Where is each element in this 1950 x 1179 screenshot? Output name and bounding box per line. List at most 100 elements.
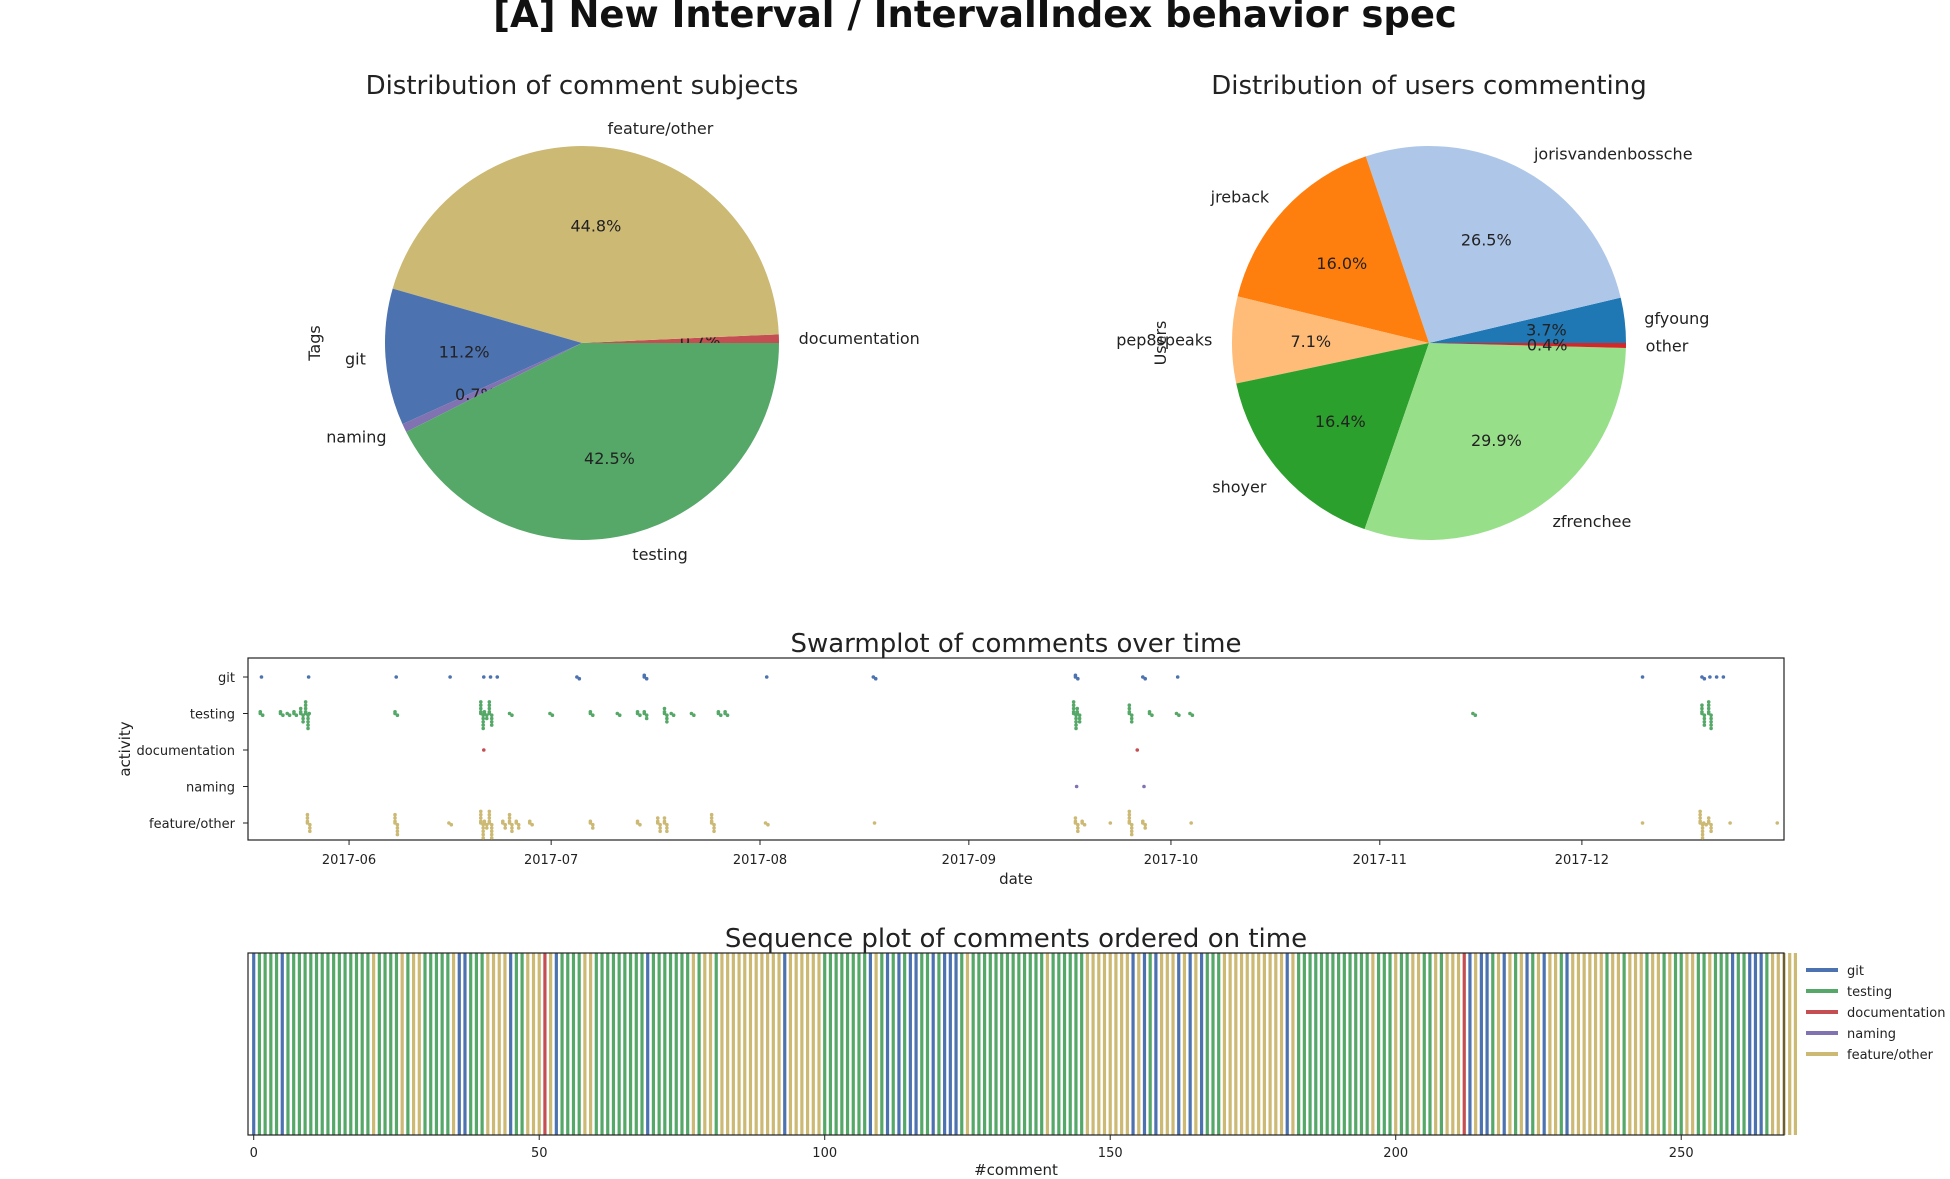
swarm-point-feature-other bbox=[530, 822, 534, 827]
swarm-point-git bbox=[644, 676, 649, 681]
swarm-point-feature-other bbox=[481, 832, 485, 837]
swarm-point-git bbox=[394, 675, 399, 679]
swarm-xtick-2017-09: 2017-09 bbox=[942, 853, 996, 868]
swarm-point-feature-other bbox=[305, 816, 310, 820]
swarm-point-feature-other bbox=[481, 836, 485, 840]
swarm-point-feature-other bbox=[1775, 821, 1780, 825]
swarm-point-testing bbox=[1129, 716, 1134, 721]
swarm-point-git bbox=[481, 675, 486, 679]
pie-slice-documentation bbox=[582, 334, 779, 343]
swarm-point-testing bbox=[665, 716, 669, 721]
swarm-point-feature-other bbox=[489, 832, 494, 837]
swarm-point-testing bbox=[478, 706, 483, 711]
swarm-xtick-2017-08: 2017-08 bbox=[733, 853, 787, 868]
seq-xtick-50: 50 bbox=[531, 1146, 548, 1161]
swarm-point-naming bbox=[1074, 784, 1079, 789]
swarm-point-feature-other bbox=[1108, 821, 1113, 825]
swarm-point-feature-other bbox=[503, 826, 508, 830]
swarm-point-testing bbox=[1709, 713, 1713, 717]
seq-xtick-100: 100 bbox=[812, 1146, 837, 1161]
pie-pct-other: 0.4% bbox=[1527, 335, 1568, 354]
swarm-point-feature-other bbox=[712, 829, 716, 834]
swarm-xtick-2017-10: 2017-10 bbox=[1144, 853, 1198, 868]
swarm-xtick-2017-06: 2017-06 bbox=[322, 853, 376, 868]
swarm-point-testing bbox=[671, 713, 676, 717]
swarm-point-git bbox=[1143, 676, 1147, 681]
swarm-point-feature-other bbox=[766, 822, 770, 827]
swarm-point-feature-other bbox=[516, 822, 521, 827]
swarm-point-feature-other bbox=[1073, 816, 1078, 820]
swarm-point-feature-other bbox=[872, 821, 877, 825]
swarm-point-feature-other bbox=[665, 822, 669, 827]
swarm-point-feature-other bbox=[1698, 809, 1702, 814]
swarm-point-feature-other bbox=[484, 822, 489, 827]
swarm-point-testing bbox=[662, 706, 667, 711]
swarm-point-feature-other bbox=[1700, 836, 1705, 840]
swarm-point-testing bbox=[481, 723, 485, 727]
swarm-point-feature-other bbox=[478, 816, 483, 820]
swarm-point-feature-other bbox=[484, 826, 489, 830]
swarm-point-testing bbox=[1147, 710, 1152, 714]
swarm-point-testing bbox=[1709, 726, 1713, 731]
swarm-point-testing bbox=[1071, 710, 1076, 714]
swarm-point-testing bbox=[1129, 720, 1134, 724]
pie-ylabel: Tags bbox=[305, 325, 324, 361]
swarm-point-feature-other bbox=[308, 829, 312, 834]
pie-pct-git: 11.2% bbox=[439, 343, 490, 362]
swarm-point-git bbox=[873, 676, 878, 681]
pie-label-shoyer: shoyer bbox=[1212, 477, 1267, 496]
swarm-point-git bbox=[259, 675, 264, 679]
swarm-point-testing bbox=[303, 710, 308, 714]
swarm-point-git bbox=[764, 675, 769, 679]
swarm-point-testing bbox=[1077, 720, 1082, 724]
swarm-point-testing bbox=[487, 706, 492, 711]
swarm-point-feature-other bbox=[308, 826, 312, 830]
legend-label-git: git bbox=[1847, 964, 1864, 979]
swarm-point-testing bbox=[1075, 706, 1080, 711]
pie-label-jorisvandenbossche: jorisvandenbossche bbox=[1533, 144, 1693, 163]
swarm-point-feature-other bbox=[393, 812, 397, 817]
swarm-point-testing bbox=[635, 710, 640, 714]
swarm-point-testing bbox=[1190, 713, 1195, 717]
swarm-point-testing bbox=[487, 710, 492, 714]
swarm-point-feature-other bbox=[1127, 812, 1132, 817]
swarm-point-testing bbox=[303, 700, 308, 704]
swarm-point-git bbox=[306, 675, 311, 679]
swarm-point-git bbox=[495, 675, 500, 679]
swarm-point-feature-other bbox=[507, 812, 512, 817]
swarm-point-testing bbox=[489, 716, 494, 721]
pie-pct-testing: 42.5% bbox=[584, 449, 635, 468]
legend-label-feature-other: feature/other bbox=[1847, 1048, 1934, 1063]
swarm-point-git bbox=[1640, 675, 1645, 679]
swarm-point-testing bbox=[278, 710, 283, 714]
swarm-point-feature-other bbox=[1700, 832, 1705, 837]
swarm-point-testing bbox=[478, 710, 483, 714]
swarm-point-feature-other bbox=[527, 819, 532, 824]
swarm-point-testing bbox=[478, 700, 483, 704]
pie-pct-shoyer: 16.4% bbox=[1315, 412, 1366, 431]
swarm-point-feature-other bbox=[588, 819, 593, 824]
swarm-point-feature-other bbox=[449, 822, 454, 827]
swarm-point-testing bbox=[481, 726, 485, 731]
swarm-point-feature-other bbox=[662, 816, 667, 820]
swarm-ytick-documentation: documentation bbox=[137, 744, 235, 759]
swarm-point-feature-other bbox=[393, 816, 397, 820]
swarm-point-git bbox=[1721, 675, 1726, 679]
swarm-point-feature-other bbox=[1076, 822, 1080, 827]
swarm-point-testing bbox=[489, 723, 494, 727]
swarm-point-testing bbox=[1700, 710, 1704, 714]
swarm-point-feature-other bbox=[489, 826, 494, 830]
swarm-point-feature-other bbox=[1127, 819, 1132, 824]
swarm-point-testing bbox=[1071, 706, 1076, 711]
pie-pct-gfyoung: 3.7% bbox=[1526, 320, 1567, 339]
swarm-point-feature-other bbox=[487, 812, 492, 817]
swarm-point-naming bbox=[1142, 784, 1146, 789]
swarm-point-testing bbox=[1709, 716, 1713, 721]
swarm-point-testing bbox=[1127, 703, 1132, 707]
pie-chart-users-commenting: Distribution of users commenting Users gfy… bbox=[1116, 71, 1709, 540]
swarm-point-testing bbox=[1700, 706, 1704, 711]
pie-label-other: other bbox=[1646, 337, 1689, 356]
swarm-point-testing bbox=[306, 723, 310, 727]
pie-pct-pep8speaks: 7.1% bbox=[1290, 332, 1331, 351]
swarm-point-feature-other bbox=[655, 816, 660, 820]
